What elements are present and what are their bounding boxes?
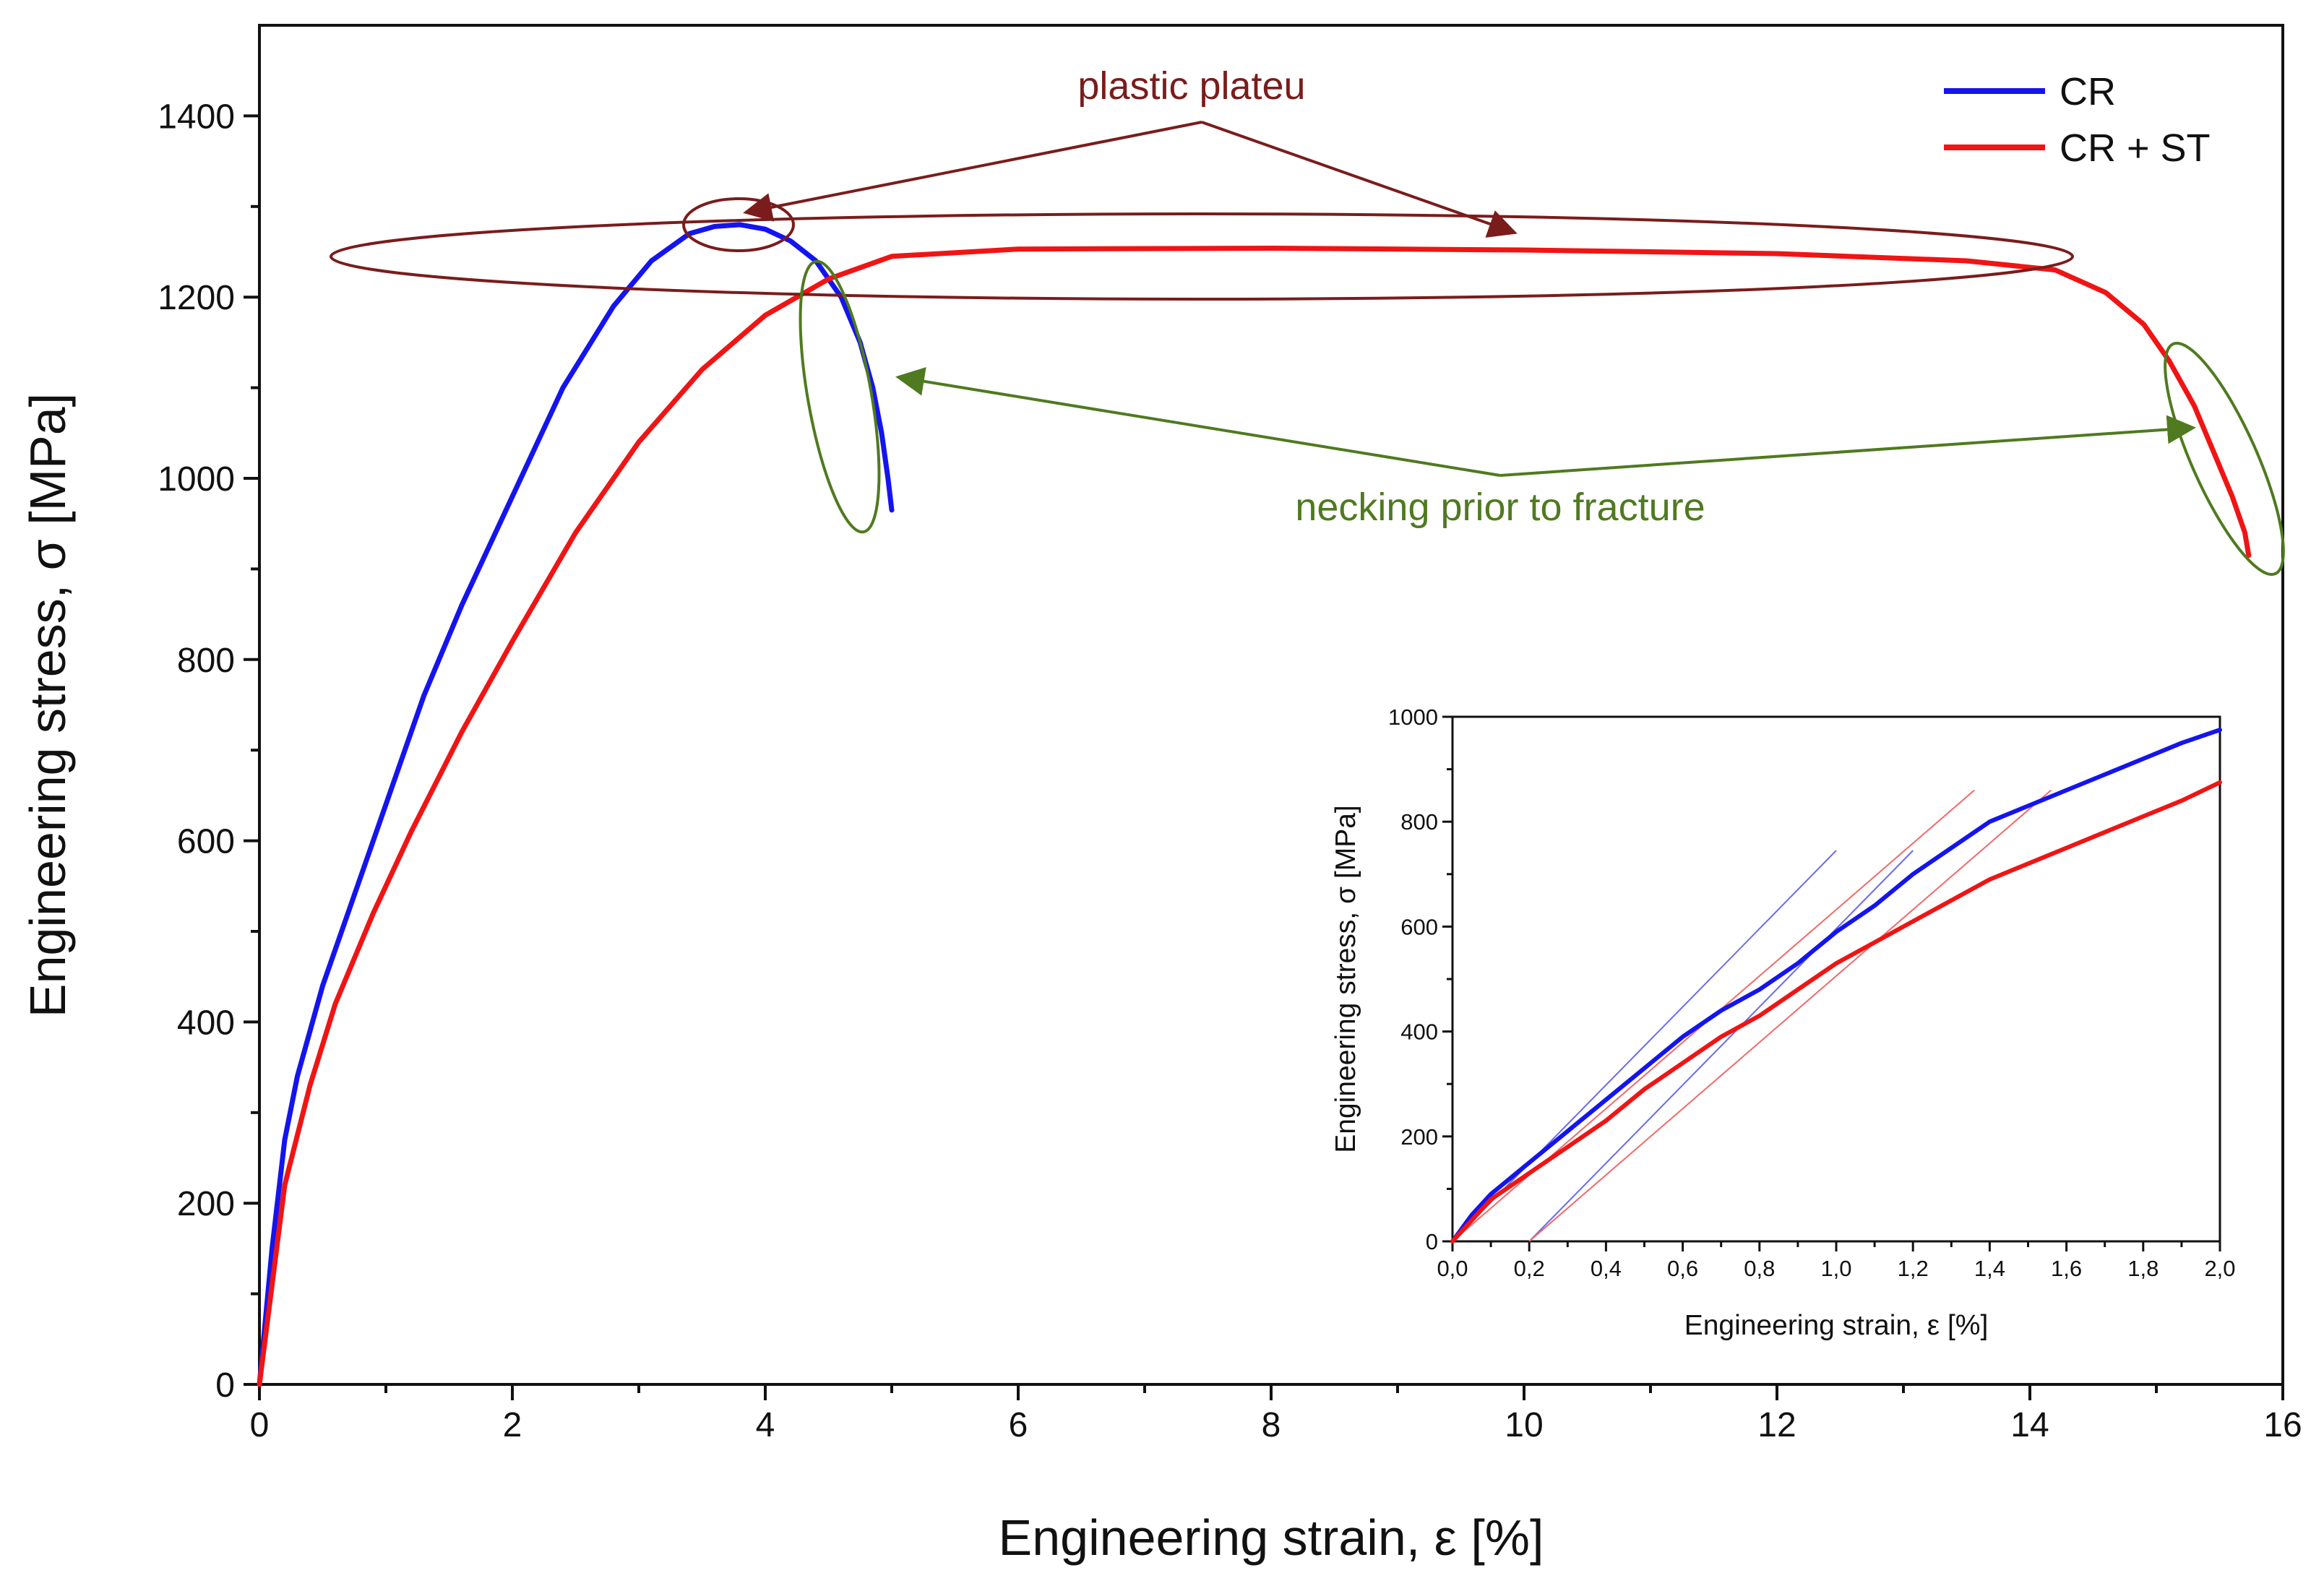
inset-series-cr-line [1450, 728, 2222, 1244]
plateau-arrow-left [743, 121, 1202, 222]
plateau-ellipse-cr [682, 197, 795, 252]
inset-y-ticks: 0 200 400 600 800 1000 [1388, 704, 1452, 1254]
inset-series-cr-st-line [1450, 780, 2222, 1244]
main-y-tick-label: 1200 [158, 279, 235, 317]
inset-x-axis-title: Engineering strain, ε [%] [1684, 1310, 1989, 1341]
inset-y-tick-label: 400 [1400, 1020, 1438, 1045]
inset-x-tick-label: 0,4 [1591, 1256, 1622, 1281]
plateau-ellipse-cr-st [330, 212, 2074, 301]
inset-y-tick-label: 600 [1400, 914, 1438, 939]
inset-x-tick-label: 0,8 [1744, 1256, 1775, 1281]
inset-x-tick-label: 1,8 [2127, 1256, 2159, 1281]
main-y-tick-label: 1400 [158, 98, 235, 136]
main-x-tick-label: 10 [1505, 1406, 1543, 1444]
annotation-necking: necking prior to fracture [799, 259, 2285, 577]
inset-x-tick-label: 0,2 [1514, 1256, 1545, 1281]
main-x-tick-label: 6 [1009, 1406, 1028, 1444]
main-x-tick-label: 4 [756, 1406, 775, 1444]
inset-x-tick-label: 0,6 [1667, 1256, 1698, 1281]
main-y-ticks: 0 200 400 600 800 1000 1200 1400 [158, 98, 259, 1405]
annotation-plastic-plateau: plastic plateu [330, 64, 2074, 301]
inset-offset-line-2 [1528, 850, 1914, 1242]
inset-y-axis-title: Engineering stress, σ [MPa] [1330, 805, 1361, 1152]
main-x-axis-title: Engineering strain, ε [%] [999, 1509, 1544, 1566]
inset-y-tick-label: 200 [1400, 1124, 1438, 1150]
necking-ellipse-cr [799, 259, 881, 534]
inset-chart: 0,0 0,2 0,4 0,6 0,8 1,0 1,2 1,4 1,6 1,8 2,0 0 200 40… [1330, 704, 2236, 1341]
main-y-tick-label: 600 [177, 823, 235, 861]
main-x-tick-label: 2 [503, 1406, 522, 1444]
inset-offset-line-4 [1528, 789, 2052, 1242]
inset-x-tick-label: 1,6 [2051, 1256, 2082, 1281]
inset-x-tick-label: 1,0 [1820, 1256, 1851, 1281]
necking-arrow-right [1499, 415, 2196, 477]
main-y-tick-label: 1000 [158, 460, 235, 499]
main-series-cr-line [257, 222, 895, 1387]
main-y-tick-label: 200 [177, 1185, 235, 1223]
inset-x-tick-label: 0,0 [1437, 1256, 1468, 1281]
main-x-ticks: 0 2 4 6 8 10 12 14 16 [250, 1384, 2302, 1444]
necking-arrow-left [895, 367, 1501, 477]
annotation-plastic-plateau-label: plastic plateu [1077, 64, 1305, 108]
necking-ellipse-cr-st [2164, 341, 2285, 577]
legend: CR CR + ST [1944, 70, 2211, 170]
inset-y-tick-label: 0 [1426, 1229, 1438, 1254]
main-x-tick-label: 12 [1757, 1406, 1796, 1444]
main-y-tick-label: 800 [177, 642, 235, 680]
main-x-tick-label: 14 [2010, 1406, 2049, 1444]
annotation-necking-label: necking prior to fracture [1295, 486, 1705, 529]
inset-y-tick-label: 800 [1400, 809, 1438, 835]
inset-x-tick-label: 2,0 [2204, 1256, 2235, 1281]
main-y-axis-title: Engineering stress, σ [MPa] [20, 393, 76, 1017]
main-x-tick-label: 8 [1262, 1406, 1281, 1444]
legend-label-cr-st: CR + ST [2060, 126, 2211, 170]
inset-background [1452, 717, 2220, 1241]
legend-label-cr: CR [2060, 70, 2116, 113]
main-series-cr-st-line [257, 246, 2252, 1387]
inset-series [1450, 728, 2222, 1244]
inset-x-tick-label: 1,4 [1974, 1256, 2005, 1281]
main-y-tick-label: 0 [215, 1366, 235, 1405]
plateau-arrow-right [1201, 121, 1518, 238]
inset-x-ticks: 0,0 0,2 0,4 0,6 0,8 1,0 1,2 1,4 1,6 1,8 2,0 [1437, 1241, 2236, 1281]
inset-offset-line-1 [1452, 850, 1837, 1242]
main-chart: 0 2 4 6 8 10 12 14 16 0200400600800100012001400 … [20, 24, 2302, 1566]
main-x-tick-label: 0 [250, 1406, 270, 1444]
main-y-tick-label: 400 [177, 1004, 235, 1042]
main-x-tick-label: 16 [2263, 1406, 2302, 1444]
inset-y-tick-label: 1000 [1388, 704, 1438, 730]
inset-x-tick-label: 1,2 [1898, 1256, 1929, 1281]
